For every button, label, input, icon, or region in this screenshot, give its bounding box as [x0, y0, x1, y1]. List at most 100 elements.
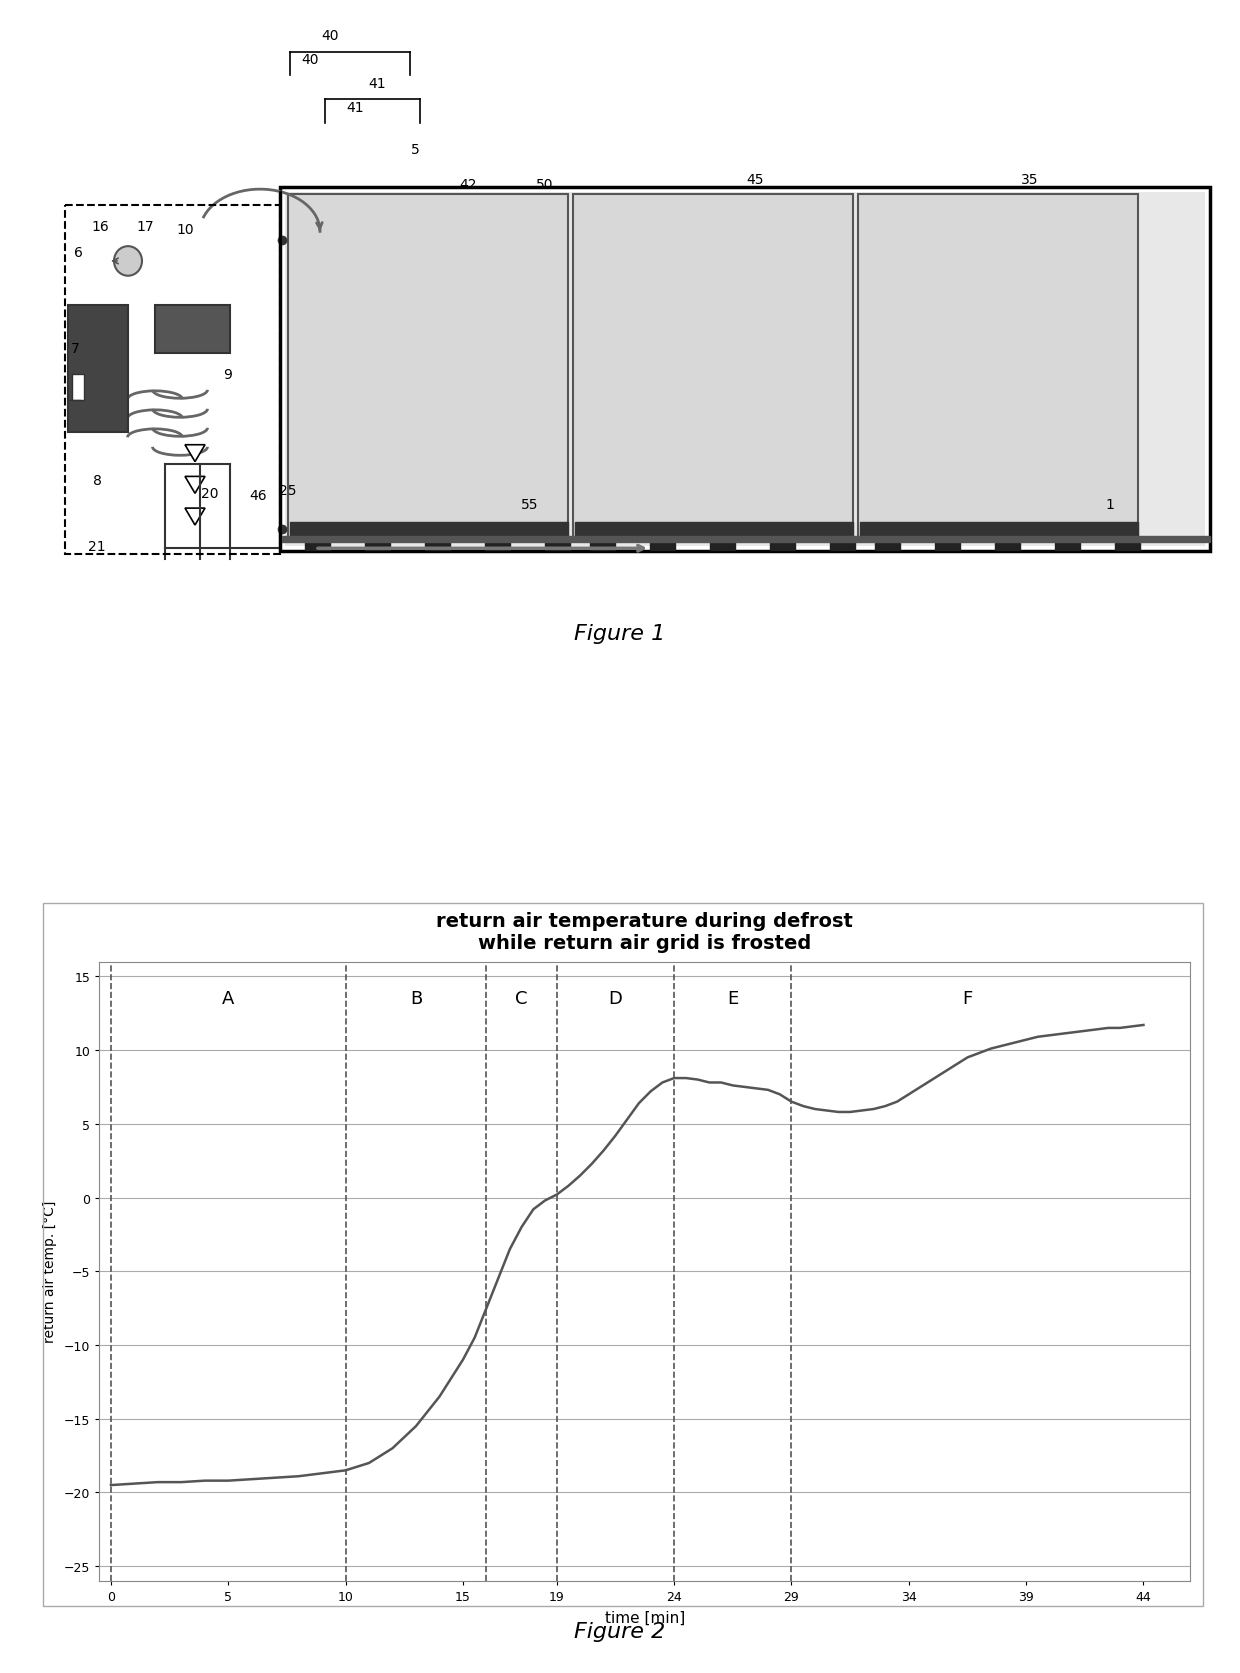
Text: 17: 17: [136, 219, 154, 234]
Circle shape: [312, 294, 357, 341]
Bar: [1055, 539, 1080, 550]
Text: 41: 41: [346, 100, 363, 115]
Circle shape: [114, 248, 143, 276]
Circle shape: [312, 447, 357, 494]
Text: Figure 1: Figure 1: [574, 624, 666, 644]
Bar: [711, 539, 735, 550]
Circle shape: [883, 192, 928, 239]
Circle shape: [1003, 345, 1047, 391]
Circle shape: [658, 345, 702, 391]
Circle shape: [373, 294, 417, 341]
Bar: [285, 192, 1205, 547]
Bar: [573, 196, 853, 539]
Bar: [861, 522, 1138, 539]
Circle shape: [718, 244, 763, 291]
Circle shape: [942, 244, 987, 291]
Circle shape: [433, 294, 477, 341]
Text: 45: 45: [746, 172, 764, 186]
Circle shape: [373, 447, 417, 494]
Text: 55: 55: [521, 497, 538, 512]
Circle shape: [777, 345, 822, 391]
Circle shape: [658, 244, 702, 291]
Circle shape: [1063, 447, 1107, 494]
Text: 35: 35: [1022, 172, 1039, 186]
Circle shape: [718, 192, 763, 239]
Bar: [305, 539, 330, 550]
Text: Figure 2: Figure 2: [574, 1621, 666, 1641]
Circle shape: [494, 192, 537, 239]
Circle shape: [598, 345, 642, 391]
Bar: [280, 537, 1210, 542]
Bar: [830, 539, 856, 550]
Circle shape: [598, 447, 642, 494]
Circle shape: [1063, 345, 1107, 391]
Circle shape: [1003, 192, 1047, 239]
Circle shape: [373, 345, 417, 391]
Text: 9: 9: [223, 368, 232, 381]
Circle shape: [433, 397, 477, 442]
Circle shape: [433, 447, 477, 494]
Circle shape: [883, 244, 928, 291]
Text: E: E: [727, 990, 739, 1007]
Bar: [875, 539, 900, 550]
Polygon shape: [290, 527, 440, 542]
Circle shape: [942, 345, 987, 391]
Text: 25: 25: [279, 483, 296, 499]
Title: return air temperature during defrost
while return air grid is frosted: return air temperature during defrost wh…: [436, 912, 853, 952]
Circle shape: [312, 244, 357, 291]
Circle shape: [718, 447, 763, 494]
X-axis label: time [min]: time [min]: [605, 1609, 684, 1624]
Circle shape: [1003, 244, 1047, 291]
Polygon shape: [185, 509, 205, 525]
Circle shape: [1003, 397, 1047, 442]
Circle shape: [312, 345, 357, 391]
Circle shape: [718, 397, 763, 442]
Circle shape: [494, 447, 537, 494]
Circle shape: [658, 294, 702, 341]
Text: B: B: [410, 990, 422, 1007]
Circle shape: [1063, 397, 1107, 442]
Text: 40: 40: [321, 28, 339, 43]
Circle shape: [494, 294, 537, 341]
Text: 10: 10: [176, 223, 193, 238]
Bar: [770, 539, 795, 550]
Circle shape: [718, 345, 763, 391]
Circle shape: [883, 345, 928, 391]
Circle shape: [598, 192, 642, 239]
Circle shape: [777, 244, 822, 291]
Polygon shape: [185, 445, 205, 462]
Text: 40: 40: [301, 54, 319, 67]
Text: 20: 20: [201, 487, 218, 500]
Bar: [935, 539, 960, 550]
Text: 16: 16: [91, 219, 109, 234]
Circle shape: [598, 244, 642, 291]
Circle shape: [373, 192, 417, 239]
Text: 41: 41: [368, 77, 386, 90]
Circle shape: [942, 447, 987, 494]
Circle shape: [942, 397, 987, 442]
Circle shape: [942, 192, 987, 239]
Circle shape: [373, 397, 417, 442]
Circle shape: [598, 294, 642, 341]
Bar: [425, 539, 450, 550]
Circle shape: [175, 311, 211, 348]
Text: 8: 8: [93, 473, 102, 487]
Text: C: C: [516, 990, 528, 1007]
Circle shape: [658, 397, 702, 442]
Text: 21: 21: [88, 540, 105, 554]
Bar: [288, 196, 568, 539]
Text: 1: 1: [1106, 497, 1115, 512]
Circle shape: [883, 397, 928, 442]
Bar: [290, 522, 568, 539]
Bar: [68, 306, 128, 433]
Text: D: D: [609, 990, 622, 1007]
Circle shape: [1003, 447, 1047, 494]
Bar: [546, 539, 570, 550]
Text: 6: 6: [73, 246, 82, 261]
Bar: [485, 539, 510, 550]
Circle shape: [1063, 244, 1107, 291]
Bar: [1115, 539, 1140, 550]
Circle shape: [433, 192, 477, 239]
Circle shape: [433, 244, 477, 291]
Circle shape: [777, 294, 822, 341]
